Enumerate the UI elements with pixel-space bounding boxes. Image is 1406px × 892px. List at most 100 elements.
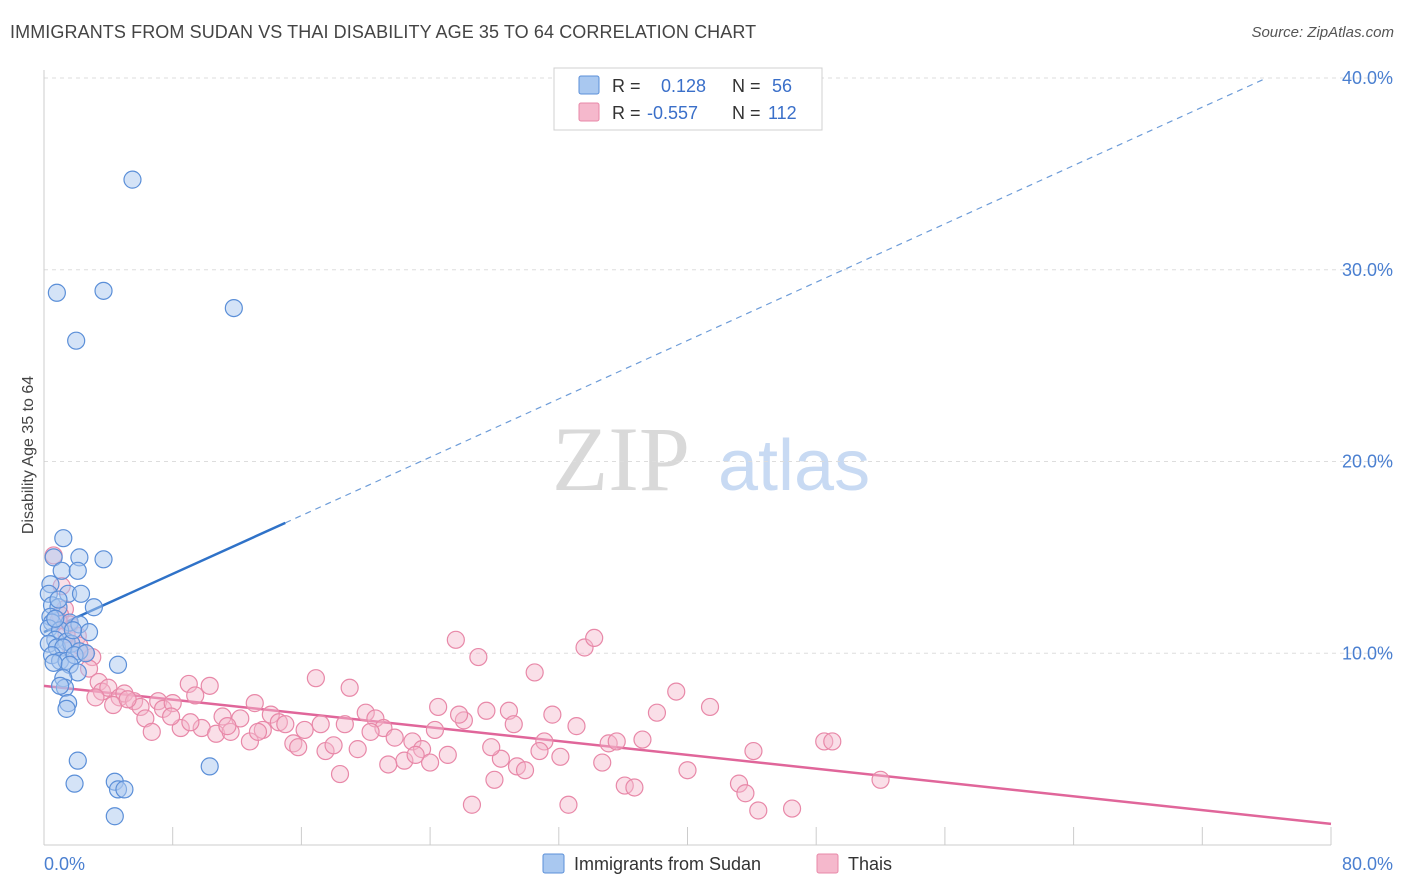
thai-point-108 — [482, 738, 501, 757]
thai-point-20 — [163, 694, 182, 713]
thai-point-102 — [335, 715, 354, 734]
watermark-atlas: atlas — [718, 426, 870, 506]
legend-swatch-sudan — [578, 75, 600, 95]
y-tick-label-1: 20.0% — [1342, 452, 1393, 472]
thai-point-86 — [782, 799, 802, 818]
y-tick-label-3: 40.0% — [1342, 68, 1393, 88]
thai-point-54 — [446, 630, 465, 649]
thai-point-65 — [535, 732, 554, 751]
sudan-point-53 — [63, 621, 83, 640]
thai-point-40 — [324, 736, 343, 755]
legend-n-value-thai: 112 — [768, 103, 797, 123]
source-label: Source: ZipAtlas.com — [1251, 24, 1394, 41]
thai-point-80 — [678, 761, 697, 780]
thai-point-57 — [469, 647, 488, 667]
y-tick-label-2: 30.0% — [1342, 260, 1393, 280]
thai-point-70 — [575, 638, 594, 657]
thai-point-78 — [647, 703, 667, 722]
thai-point-61 — [499, 701, 519, 720]
sudan-point-17 — [84, 598, 103, 617]
thai-point-27 — [213, 707, 232, 726]
x-tick-label-1: 80.0% — [1342, 854, 1393, 874]
bottom-legend-swatch-thai — [816, 853, 839, 874]
thai-point-52 — [429, 697, 448, 717]
thai-point-42 — [340, 678, 359, 697]
y-axis-label: Disability Age 35 to 64 — [20, 376, 37, 534]
sudan-point-0 — [123, 170, 142, 189]
legend-r-value-thai: -0.557 — [647, 103, 698, 123]
thai-point-104 — [379, 755, 398, 774]
thai-point-43 — [348, 740, 367, 759]
legend-r-value-sudan: 0.128 — [661, 76, 706, 96]
thai-point-81 — [700, 697, 720, 717]
thai-point-64 — [525, 663, 544, 682]
thai-point-101 — [311, 715, 330, 734]
sudan-point-5 — [54, 529, 73, 548]
thai-point-47 — [385, 728, 404, 747]
sudan-point-6 — [44, 548, 63, 567]
sudan-point-14 — [71, 584, 91, 603]
sudan-point-4 — [67, 331, 86, 350]
thai-point-49 — [403, 732, 422, 751]
chart-title: IMMIGRANTS FROM SUDAN VS THAI DISABILITY… — [10, 22, 757, 42]
y-tick-labels: 10.0% 20.0% 30.0% 40.0% — [1342, 68, 1393, 663]
thai-point-53 — [438, 745, 457, 764]
thai-point-69 — [567, 717, 586, 736]
sudan-point-45 — [68, 751, 87, 770]
sudan-point-54 — [49, 590, 68, 609]
grid-lines — [44, 77, 1392, 654]
thai-point-77 — [633, 730, 652, 749]
axes — [43, 70, 1332, 846]
legend-n-value-sudan: 56 — [772, 76, 792, 96]
sudan-point-9 — [52, 561, 71, 580]
thai-point-66 — [543, 705, 562, 724]
sudan-point-50 — [115, 780, 134, 799]
sudan-point-1 — [47, 283, 66, 302]
sudan-point-48 — [65, 774, 84, 793]
legend-box: R = 0.128 N = 56 R = -0.557 N = 112 — [553, 67, 823, 131]
thai-point-103 — [361, 722, 380, 741]
thai-point-82 — [729, 774, 749, 793]
sudan-point-38 — [108, 655, 128, 674]
sudan-point-24 — [79, 623, 99, 642]
sudan-trend-solid — [43, 521, 286, 634]
thai-point-25 — [200, 676, 219, 695]
sudan-point-52 — [46, 609, 65, 628]
thai-point-71 — [585, 628, 604, 648]
thai-point-76 — [625, 778, 644, 797]
sudan-point-2 — [94, 281, 113, 300]
thai-point-99 — [248, 722, 268, 741]
legend-r-label-thai: R = — [612, 103, 641, 123]
thai-point-44 — [356, 703, 375, 722]
thai-point-110 — [530, 741, 549, 761]
thai-point-98 — [218, 717, 237, 736]
thai-point-55 — [454, 711, 473, 730]
legend-swatch-thai — [578, 102, 600, 122]
sudan-point-44 — [57, 699, 76, 718]
thai-point-56 — [462, 795, 482, 814]
thai-point-51 — [421, 753, 440, 772]
thai-point-13 — [115, 684, 134, 703]
thai-point-31 — [245, 694, 264, 713]
thai-point-41 — [330, 764, 350, 784]
legend-n-label-thai: N = — [732, 103, 761, 123]
x-tick-labels: 0.0% 80.0% — [44, 854, 1393, 874]
thai-point-38 — [306, 669, 325, 688]
thai-point-23 — [186, 686, 205, 705]
watermark: ZIP atlas — [552, 408, 870, 510]
trend-lines — [43, 77, 1332, 826]
thai-point-63 — [515, 761, 535, 780]
sudan-point-46 — [200, 757, 219, 776]
thai-points — [44, 546, 890, 820]
sudan-points — [39, 170, 243, 826]
thai-point-97 — [181, 713, 200, 732]
thai-point-72 — [593, 753, 612, 772]
thai-point-68 — [559, 795, 578, 814]
thai-point-74 — [607, 732, 626, 751]
thai-point-95 — [118, 690, 137, 709]
thai-point-96 — [161, 707, 181, 726]
bottom-legend: Immigrants from Sudan Thais — [542, 853, 892, 874]
thai-point-35 — [276, 715, 295, 734]
thai-point-85 — [749, 801, 768, 820]
thai-point-34 — [269, 713, 288, 732]
